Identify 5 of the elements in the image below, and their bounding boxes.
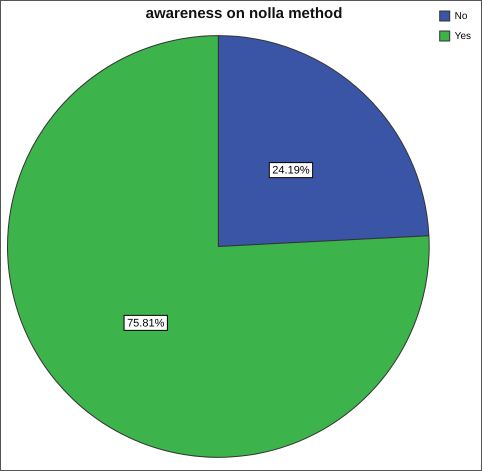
legend-label: Yes [454,30,472,42]
data-label: 75.81% [127,317,165,330]
chart-title: awareness on nolla method [146,5,342,22]
data-label: 24.19% [272,164,310,177]
legend-label: No [454,10,468,22]
